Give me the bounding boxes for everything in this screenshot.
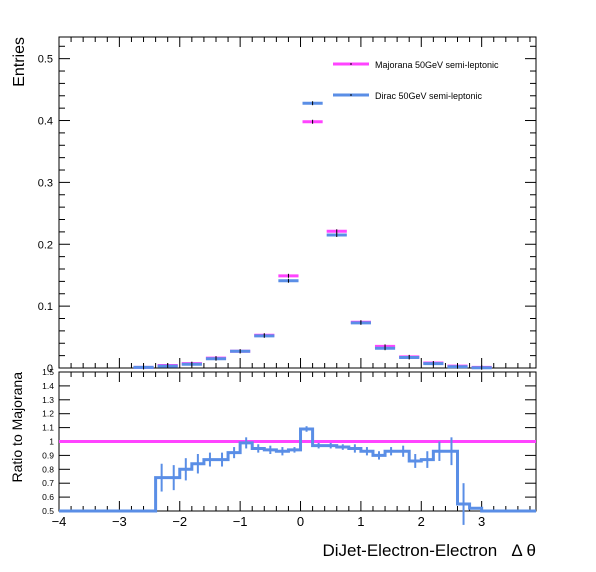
ratio-y-tick-label: 0.9 (42, 450, 54, 460)
top-y-tick-label: 0.2 (38, 239, 53, 251)
legend-label-majorana: Majorana 50GeV semi-leptonic (375, 60, 499, 70)
x-tick-label: −4 (52, 514, 67, 529)
ratio-y-tick-label: 1.5 (42, 367, 54, 377)
top-y-tick-label: 0 (47, 363, 53, 375)
x-tick-label: −1 (233, 514, 248, 529)
legend-label-dirac: Dirac 50GeV semi-leptonic (375, 91, 483, 101)
top-plot-frame (58, 36, 537, 369)
ratio-y-tick-label: 1.2 (42, 409, 54, 419)
ratio-y-tick-label: 1.4 (42, 381, 54, 391)
top-y-tick-label: 0.5 (38, 54, 53, 66)
ratio-y-tick-label: 1.1 (42, 423, 54, 433)
legend: Majorana 50GeV semi-leptonic Dirac 50GeV … (333, 60, 499, 101)
x-tick-label: 0 (297, 514, 304, 529)
ratio-y-tick-label: 0.7 (42, 478, 54, 488)
ratio-series-layer (59, 426, 536, 525)
ratio-step-line-dirac (59, 427, 536, 513)
x-axis-label: DiJet-Electron-Electron Δ θ (322, 541, 536, 560)
x-tick-label: 3 (478, 514, 485, 529)
top-y-axis-label: Entries (11, 37, 28, 87)
ratio-y-tick-label: 1.3 (42, 395, 54, 405)
top-y-tick-label: 0.1 (38, 301, 53, 313)
top-series-layer (133, 101, 492, 370)
ratio-y-tick-label: 0.8 (42, 464, 54, 474)
ratio-y-tick-label: 0.5 (42, 506, 54, 516)
ratio-y-tick-label: 1 (49, 437, 54, 447)
x-tick-label: −2 (172, 514, 187, 529)
x-tick-label: 1 (357, 514, 364, 529)
x-tick-label: −3 (112, 514, 127, 529)
ratio-axes: 0.5 0.6 0.7 0.8 0.9 1 1.1 1.2 1.3 1.4 1.5 −4 −3 −2 −1 0… (42, 367, 536, 529)
ratio-y-axis-label: Ratio to Majorana (9, 372, 25, 483)
top-axes: 0 0.1 0.2 0.3 0.4 0.5 (38, 37, 536, 375)
top-y-tick-label: 0.3 (38, 177, 53, 189)
x-tick-label: 2 (418, 514, 425, 529)
top-y-tick-label: 0.4 (38, 116, 53, 128)
ratio-y-tick-label: 0.6 (42, 492, 54, 502)
